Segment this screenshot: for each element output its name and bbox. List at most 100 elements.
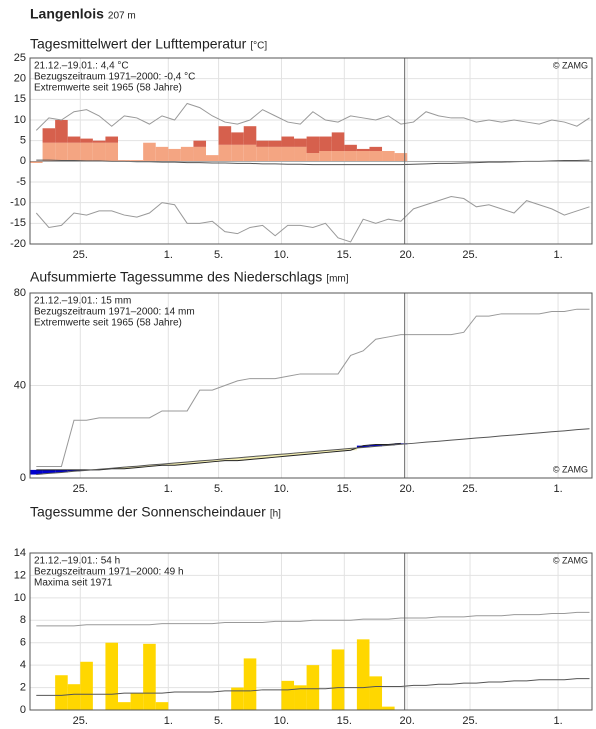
precipitation-difference <box>30 469 43 475</box>
x-tick-label: 10. <box>274 715 289 727</box>
line <box>36 678 590 696</box>
bar <box>30 161 43 163</box>
bar <box>143 142 156 162</box>
bar <box>344 151 357 162</box>
bar <box>231 132 244 145</box>
x-tick-label: 25. <box>462 715 477 727</box>
y-tick-label: -20 <box>10 238 26 250</box>
bar <box>130 160 144 162</box>
bar <box>218 126 232 145</box>
x-tick-label: 15. <box>337 715 352 727</box>
x-tick-label: 5. <box>214 715 223 727</box>
station-name: Langenlois <box>30 6 104 22</box>
x-tick-label: 5. <box>214 483 223 495</box>
source-label: © ZAMG <box>553 555 588 565</box>
bar <box>294 146 307 162</box>
bar <box>256 146 269 162</box>
bar <box>92 142 106 162</box>
precipitation-difference <box>256 455 269 459</box>
plot-frame <box>29 552 593 711</box>
bar <box>294 685 307 710</box>
bar <box>105 142 119 162</box>
precipitation-difference <box>180 462 194 465</box>
bar <box>243 658 257 710</box>
precipitation-difference <box>67 469 81 472</box>
bar <box>92 140 106 143</box>
x-tick-label: 10. <box>274 483 289 495</box>
bar <box>281 146 295 162</box>
legend-note: Extremwerte seit 1965 (58 Jahre) <box>34 318 182 329</box>
chart-unit: [h] <box>270 509 281 520</box>
y-tick-label: 4 <box>20 659 26 671</box>
bar <box>331 649 345 710</box>
y-tick-label: 0 <box>20 472 26 484</box>
bar <box>180 146 194 162</box>
bar <box>193 140 207 147</box>
bar <box>344 144 357 151</box>
chart-unit: [°C] <box>250 41 267 52</box>
y-tick-label: 12 <box>14 569 26 581</box>
line <box>36 308 590 467</box>
line <box>35 195 590 243</box>
y-tick-label: 10 <box>14 114 26 126</box>
y-tick-label: 20 <box>14 73 26 85</box>
precipitation-difference <box>193 460 207 463</box>
y-tick-label: -10 <box>10 197 26 209</box>
x-tick-label: 5. <box>214 249 223 261</box>
x-tick-label: 1. <box>553 249 562 261</box>
precipitation-difference <box>344 448 357 451</box>
legend-note: Extremwerte seit 1965 (58 Jahre) <box>34 83 182 94</box>
bar <box>231 144 244 162</box>
bar <box>319 136 332 151</box>
precipitation-difference <box>168 462 181 466</box>
bar <box>243 126 257 145</box>
source-label: © ZAMG <box>553 464 588 474</box>
y-tick-label: -15 <box>10 217 26 229</box>
bar <box>369 151 383 162</box>
x-tick-label: 1. <box>164 249 173 261</box>
plot-frame <box>29 292 593 479</box>
bar <box>42 128 56 143</box>
bar <box>319 151 332 162</box>
precipitation-difference <box>294 452 307 455</box>
bar <box>356 151 370 162</box>
bar <box>55 675 68 710</box>
bar <box>281 136 295 147</box>
bar <box>42 142 56 162</box>
precipitation-difference <box>42 469 56 474</box>
precipitation-difference <box>130 466 144 468</box>
precipitation-difference <box>231 457 244 461</box>
bar <box>382 706 395 710</box>
x-tick-label: 15. <box>337 249 352 261</box>
y-tick-label: 6 <box>20 637 26 649</box>
precipitation-difference <box>356 445 370 448</box>
bar <box>243 144 257 162</box>
bar <box>256 140 269 147</box>
bar <box>331 151 345 162</box>
bar <box>306 136 320 154</box>
bar <box>80 661 93 710</box>
y-tick-label: -5 <box>16 176 26 188</box>
bar <box>67 684 81 710</box>
x-tick-label: 25. <box>73 715 88 727</box>
bar <box>168 148 181 162</box>
bar <box>268 146 282 162</box>
x-tick-label: 20. <box>400 249 415 261</box>
x-tick-label: 1. <box>164 483 173 495</box>
bar <box>155 702 169 710</box>
x-tick-label: 1. <box>553 715 562 727</box>
bar <box>105 136 119 143</box>
precipitation-difference <box>118 467 131 469</box>
legend-note: Maxima seit 1971 <box>34 578 113 589</box>
y-tick-label: 80 <box>14 287 26 299</box>
bar <box>356 639 370 710</box>
y-tick-label: 8 <box>20 614 26 626</box>
bar <box>118 160 131 162</box>
precipitation-difference <box>369 444 383 447</box>
precipitation-difference <box>55 469 68 473</box>
bar <box>67 142 81 162</box>
x-tick-label: 10. <box>274 249 289 261</box>
y-tick-label: 15 <box>14 93 26 105</box>
y-tick-label: 25 <box>14 52 26 64</box>
